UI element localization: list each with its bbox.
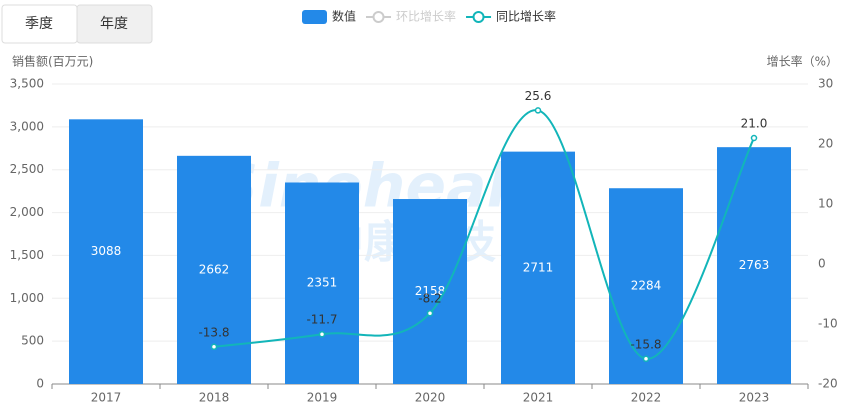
x-tick-label: 2021 bbox=[523, 391, 554, 405]
x-tick-label: 2018 bbox=[199, 391, 230, 405]
legend-label[interactable]: 同比增长率 bbox=[496, 9, 556, 24]
bar-label: 2763 bbox=[739, 258, 770, 272]
point bbox=[210, 343, 218, 351]
bar-label: 2662 bbox=[199, 262, 230, 276]
point bbox=[426, 309, 434, 317]
x-tick-label: 2022 bbox=[631, 391, 662, 405]
point-label: -8.2 bbox=[418, 292, 441, 306]
y2-axis-title: 增长率（%） bbox=[767, 54, 838, 69]
y-tick-label: 3,500 bbox=[10, 77, 44, 91]
y-tick-label: 500 bbox=[21, 334, 44, 348]
y2-tick-label: -20 bbox=[818, 377, 838, 391]
point bbox=[642, 355, 650, 363]
point bbox=[534, 107, 542, 114]
legend-swatch bbox=[302, 10, 327, 24]
y2-tick-label: -10 bbox=[818, 317, 838, 331]
point-label: -11.7 bbox=[306, 313, 337, 327]
y-tick-label: 1,500 bbox=[10, 248, 44, 262]
bar-label: 3088 bbox=[91, 244, 122, 258]
y2-tick-label: 0 bbox=[818, 257, 826, 271]
bar bbox=[609, 188, 683, 384]
y2-tick-label: 30 bbox=[818, 77, 833, 91]
bar bbox=[501, 151, 575, 384]
bar-label: 2284 bbox=[631, 279, 662, 293]
x-tick-label: 2017 bbox=[91, 391, 122, 405]
tab-label[interactable]: 季度 bbox=[25, 16, 53, 32]
y-axis-title: 销售额(百万元) bbox=[12, 54, 93, 69]
legend-swatch bbox=[372, 11, 385, 23]
point-label: 25.6 bbox=[525, 89, 552, 103]
y-tick-label: 1,000 bbox=[10, 291, 44, 305]
point-label: 21.0 bbox=[741, 117, 768, 131]
bar bbox=[717, 147, 791, 384]
tab-label[interactable]: 年度 bbox=[100, 16, 128, 32]
legend-label[interactable]: 环比增长率 bbox=[396, 9, 456, 24]
y-tick-label: 2,000 bbox=[10, 205, 44, 219]
x-tick-label: 2019 bbox=[307, 391, 338, 405]
bar-label: 2351 bbox=[307, 276, 338, 290]
y-tick-label: 2,500 bbox=[10, 162, 44, 176]
point-label: -15.8 bbox=[630, 337, 661, 351]
bar-label: 2158 bbox=[415, 284, 446, 298]
y-tick-label: 3,000 bbox=[10, 119, 44, 133]
x-tick-label: 2020 bbox=[415, 391, 446, 405]
point bbox=[750, 134, 758, 142]
bar bbox=[285, 182, 359, 384]
bar bbox=[393, 199, 467, 384]
legend-label[interactable]: 数值 bbox=[332, 9, 356, 24]
x-tick-label: 2023 bbox=[739, 391, 770, 405]
y-tick-label: 0 bbox=[36, 377, 44, 391]
y2-tick-label: 20 bbox=[818, 137, 833, 151]
point-label: -13.8 bbox=[198, 325, 229, 339]
legend-swatch bbox=[472, 11, 485, 23]
y2-tick-label: 10 bbox=[818, 197, 833, 211]
bar bbox=[69, 119, 143, 385]
point bbox=[318, 330, 326, 338]
tab-year[interactable] bbox=[76, 4, 153, 44]
bar-label: 2711 bbox=[523, 260, 554, 274]
